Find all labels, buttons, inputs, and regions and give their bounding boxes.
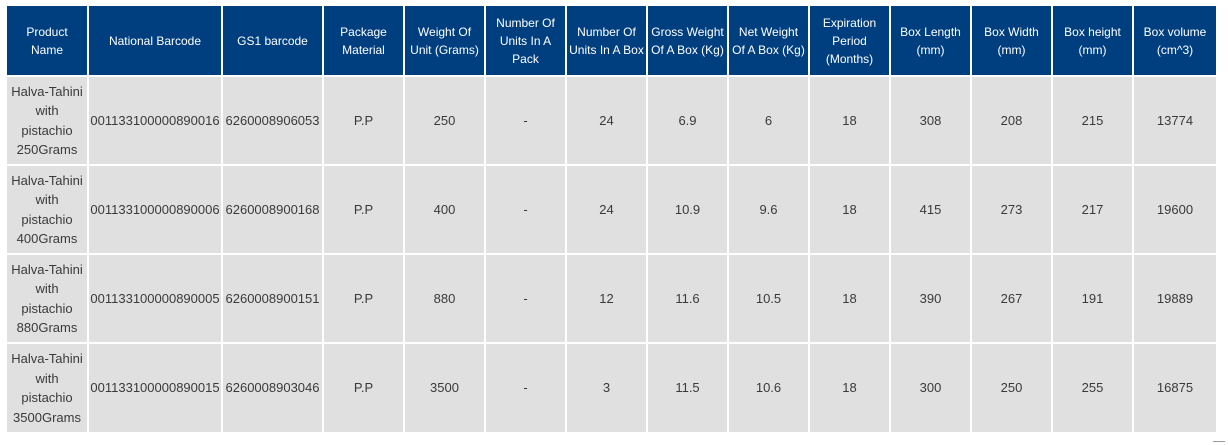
cell-box-width: 267 bbox=[971, 253, 1053, 343]
header-gs1-barcode: GS1 barcode bbox=[222, 6, 324, 76]
cell-national-barcode: 001133100000890006 bbox=[88, 164, 223, 254]
header-box-volume: Box volume (cm^3) bbox=[1133, 6, 1216, 76]
cell-units-in-pack: - bbox=[485, 253, 567, 343]
header-box-height: Box height (mm) bbox=[1052, 6, 1134, 76]
cell-expiration-period: 18 bbox=[809, 253, 891, 343]
cell-package-material: P.P bbox=[323, 164, 405, 254]
cell-box-volume: 19600 bbox=[1133, 164, 1216, 254]
cell-weight-of-unit: 3500 bbox=[404, 342, 486, 432]
cell-weight-of-unit: 400 bbox=[404, 164, 486, 254]
cell-units-in-pack: - bbox=[485, 342, 567, 432]
cell-net-weight: 6 bbox=[728, 75, 810, 165]
cell-net-weight: 9.6 bbox=[728, 164, 810, 254]
cell-weight-of-unit: 880 bbox=[404, 253, 486, 343]
cell-units-in-pack: - bbox=[485, 75, 567, 165]
cell-box-width: 250 bbox=[971, 342, 1053, 432]
header-weight-of-unit: Weight Of Unit (Grams) bbox=[404, 6, 486, 76]
product-spec-table-container: Product Name National Barcode GS1 barcod… bbox=[7, 6, 1216, 432]
cell-box-volume: 16875 bbox=[1133, 342, 1216, 432]
header-expiration-period: Expiration Period (Months) bbox=[809, 6, 891, 76]
cell-national-barcode: 001133100000890005 bbox=[88, 253, 223, 343]
header-box-length: Box Length (mm) bbox=[890, 6, 972, 76]
table-row: Halva-Tahini with pistachio 250Grams 001… bbox=[7, 75, 1216, 165]
cell-gross-weight: 6.9 bbox=[647, 75, 729, 165]
cell-product-name: Halva-Tahini with pistachio 250Grams bbox=[7, 75, 89, 165]
cell-package-material: P.P bbox=[323, 75, 405, 165]
table-row: Halva-Tahini with pistachio 400Grams 001… bbox=[7, 164, 1216, 254]
header-units-in-box: Number Of Units In A Box bbox=[566, 6, 648, 76]
cell-box-volume: 13774 bbox=[1133, 75, 1216, 165]
cell-gs1-barcode: 6260008903046 bbox=[222, 342, 324, 432]
cell-national-barcode: 001133100000890015 bbox=[88, 342, 223, 432]
cell-net-weight: 10.5 bbox=[728, 253, 810, 343]
cell-box-width: 273 bbox=[971, 164, 1053, 254]
cell-package-material: P.P bbox=[323, 342, 405, 432]
cell-units-in-box: 24 bbox=[566, 75, 648, 165]
cell-package-material: P.P bbox=[323, 253, 405, 343]
cell-box-volume: 19889 bbox=[1133, 253, 1216, 343]
cell-expiration-period: 18 bbox=[809, 164, 891, 254]
header-net-weight: Net Weight Of A Box (Kg) bbox=[728, 6, 810, 76]
cell-units-in-box: 3 bbox=[566, 342, 648, 432]
cell-gs1-barcode: 6260008900151 bbox=[222, 253, 324, 343]
cell-gross-weight: 11.5 bbox=[647, 342, 729, 432]
cell-gross-weight: 11.6 bbox=[647, 253, 729, 343]
cell-box-height: 191 bbox=[1052, 253, 1134, 343]
header-units-in-pack: Number Of Units In A Pack bbox=[485, 6, 567, 76]
table-row: Halva-Tahini with pistachio 3500Grams 00… bbox=[7, 342, 1216, 432]
cell-units-in-pack: - bbox=[485, 164, 567, 254]
cell-box-height: 217 bbox=[1052, 164, 1134, 254]
header-package-material: Package Material bbox=[323, 6, 405, 76]
cell-box-height: 255 bbox=[1052, 342, 1134, 432]
cell-box-length: 390 bbox=[890, 253, 972, 343]
cell-expiration-period: 18 bbox=[809, 342, 891, 432]
cell-box-width: 208 bbox=[971, 75, 1053, 165]
cell-gs1-barcode: 6260008900168 bbox=[222, 164, 324, 254]
cell-units-in-box: 12 bbox=[566, 253, 648, 343]
cell-box-length: 300 bbox=[890, 342, 972, 432]
cell-units-in-box: 24 bbox=[566, 164, 648, 254]
header-box-width: Box Width (mm) bbox=[971, 6, 1053, 76]
cell-product-name: Halva-Tahini with pistachio 400Grams bbox=[7, 164, 89, 254]
cell-net-weight: 10.6 bbox=[728, 342, 810, 432]
cell-box-height: 215 bbox=[1052, 75, 1134, 165]
cell-box-length: 415 bbox=[890, 164, 972, 254]
cell-gross-weight: 10.9 bbox=[647, 164, 729, 254]
cell-expiration-period: 18 bbox=[809, 75, 891, 165]
cell-box-length: 308 bbox=[890, 75, 972, 165]
cell-product-name: Halva-Tahini with pistachio 3500Grams bbox=[7, 342, 89, 432]
header-national-barcode: National Barcode bbox=[88, 6, 223, 76]
header-gross-weight: Gross Weight Of A Box (Kg) bbox=[647, 6, 729, 76]
cell-product-name: Halva-Tahini with pistachio 880Grams bbox=[7, 253, 89, 343]
header-product-name: Product Name bbox=[7, 6, 89, 76]
corner-divider bbox=[1213, 441, 1225, 442]
table-header-row: Product Name National Barcode GS1 barcod… bbox=[7, 6, 1216, 76]
cell-national-barcode: 001133100000890016 bbox=[88, 75, 223, 165]
product-spec-table: Product Name National Barcode GS1 barcod… bbox=[7, 6, 1216, 432]
table-row: Halva-Tahini with pistachio 880Grams 001… bbox=[7, 253, 1216, 343]
cell-gs1-barcode: 6260008906053 bbox=[222, 75, 324, 165]
cell-weight-of-unit: 250 bbox=[404, 75, 486, 165]
